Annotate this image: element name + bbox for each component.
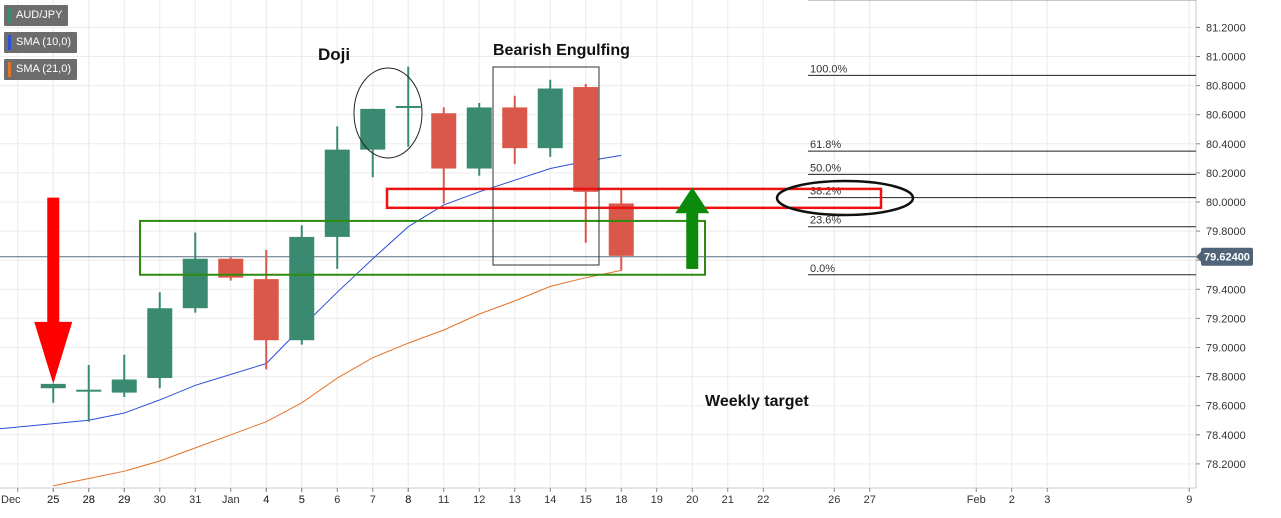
x-tick-label: 3 xyxy=(1044,494,1050,506)
x-tick-label: 21 xyxy=(722,494,734,506)
candle-body xyxy=(182,258,208,309)
x-tick-label: 5 xyxy=(299,494,305,506)
x-tick-label: Feb xyxy=(967,494,986,506)
x-tick-label: 6 xyxy=(334,494,340,506)
legend-swatch-sma21 xyxy=(8,62,11,77)
fib-label: 0.0% xyxy=(810,263,835,275)
y-tick-label: 78.6000 xyxy=(1206,401,1246,413)
x-tick-label: 26 xyxy=(828,494,840,506)
y-tick-label: 78.2000 xyxy=(1206,459,1246,471)
candle-body xyxy=(431,113,457,169)
fib-label: 61.8% xyxy=(810,139,841,151)
x-tick-label: 9 xyxy=(1186,494,1192,506)
fib-label: 50.0% xyxy=(810,162,841,174)
fib-label: 38.2% xyxy=(810,186,841,198)
up-arrow-shaft xyxy=(686,211,699,269)
fib-382-ellipse xyxy=(775,179,915,217)
sma21-line xyxy=(53,269,622,487)
x-tick-label: 14 xyxy=(544,494,556,506)
candle-body xyxy=(289,236,315,341)
y-tick-label: 80.2000 xyxy=(1206,168,1246,180)
legend-sma21[interactable]: SMA (21,0) xyxy=(4,59,78,80)
x-tick-label: 29 xyxy=(118,494,130,506)
legend-audjpy[interactable]: AUD/JPY xyxy=(4,5,69,26)
x-tick-label: 27 xyxy=(864,494,876,506)
x-tick-label: 2 xyxy=(1009,494,1015,506)
x-tick-label: 31 xyxy=(189,494,201,506)
candle-body xyxy=(537,88,563,149)
legend-swatch-sma10 xyxy=(8,35,11,50)
y-tick-label: 80.0000 xyxy=(1206,197,1246,209)
legend-sma10[interactable]: SMA (10,0) xyxy=(4,32,78,53)
y-tick-label: 78.8000 xyxy=(1206,372,1246,384)
legend-label-audjpy: AUD/JPY xyxy=(16,9,63,21)
y-tick-label: 80.6000 xyxy=(1206,110,1246,122)
legend-label-sma21: SMA (21,0) xyxy=(16,63,72,75)
x-tick-label: 18 xyxy=(615,494,627,506)
x-tick-label: 8 xyxy=(405,494,411,506)
candle-body xyxy=(360,108,386,150)
y-tick-label: 81.2000 xyxy=(1206,22,1246,34)
y-tick-label: 81.0000 xyxy=(1206,52,1246,64)
candle-body xyxy=(608,203,634,256)
y-tick-label: 80.8000 xyxy=(1206,81,1246,93)
x-tick-label: 11 xyxy=(438,494,449,506)
x-tick-label: 25 xyxy=(47,494,59,506)
x-tick-label: 13 xyxy=(509,494,521,506)
y-tick-label: 79.8000 xyxy=(1206,226,1246,238)
candle-body xyxy=(573,87,599,192)
up-arrow-head xyxy=(675,187,710,214)
x-tick-label: 28 xyxy=(83,494,95,506)
down-arrow-head xyxy=(34,321,73,384)
x-tick-label: Dec xyxy=(1,494,21,506)
fib-label: 100.0% xyxy=(810,63,848,75)
candle-body xyxy=(218,258,244,278)
x-tick-label: 7 xyxy=(370,494,376,506)
bearish-engulfing-box xyxy=(492,66,600,266)
x-tick-label: 22 xyxy=(757,494,769,506)
candle-body xyxy=(147,308,173,379)
doji-label: Doji xyxy=(318,45,350,64)
x-tick-label: Jan xyxy=(222,494,240,506)
candle-body xyxy=(40,383,66,389)
bearish-engulfing-label: Bearish Engulfing xyxy=(493,42,630,59)
current-price-badge[interactable] xyxy=(1201,247,1253,266)
weekly-target-label: Weekly target xyxy=(705,393,809,410)
x-tick-label: 20 xyxy=(686,494,698,506)
x-tick-label: 15 xyxy=(580,494,592,506)
x-tick-label: 5 xyxy=(299,494,305,506)
y-tick-label: 80.4000 xyxy=(1206,139,1246,151)
y-tick-label: 79.0000 xyxy=(1206,343,1246,355)
x-tick-label: 28 xyxy=(83,494,95,506)
candle-body xyxy=(502,107,528,149)
y-tick-label: 79.4000 xyxy=(1206,284,1246,296)
legend-swatch-audjpy xyxy=(8,8,11,23)
support-zone-box xyxy=(139,219,706,276)
y-tick-label: 78.4000 xyxy=(1206,430,1246,442)
down-arrow-shaft xyxy=(47,197,60,324)
x-tick-label: 30 xyxy=(154,494,166,506)
doji-ellipse xyxy=(353,67,423,159)
x-tick-label: 8 xyxy=(405,494,411,506)
candle-body xyxy=(111,379,137,393)
current-price-badge-pointer xyxy=(1196,250,1202,263)
resistance-zone-box xyxy=(385,187,883,210)
x-tick-label: 4 xyxy=(263,494,269,506)
x-tick-label: 25 xyxy=(47,494,59,506)
legend-label-sma10: SMA (10,0) xyxy=(16,36,72,48)
x-tick-label: 4 xyxy=(263,494,269,506)
candle-body xyxy=(395,105,421,108)
candle-body xyxy=(466,107,492,169)
x-tick-label: 29 xyxy=(118,494,130,506)
fib-label: 23.6% xyxy=(810,215,841,227)
x-tick-label: 19 xyxy=(651,494,663,506)
y-tick-label: 79.2000 xyxy=(1206,313,1246,325)
candle-body xyxy=(253,279,279,341)
x-tick-label: 12 xyxy=(473,494,485,506)
candle-body xyxy=(76,389,102,392)
candle-body xyxy=(324,149,350,237)
current-price-label: 79.62400 xyxy=(1204,252,1250,264)
